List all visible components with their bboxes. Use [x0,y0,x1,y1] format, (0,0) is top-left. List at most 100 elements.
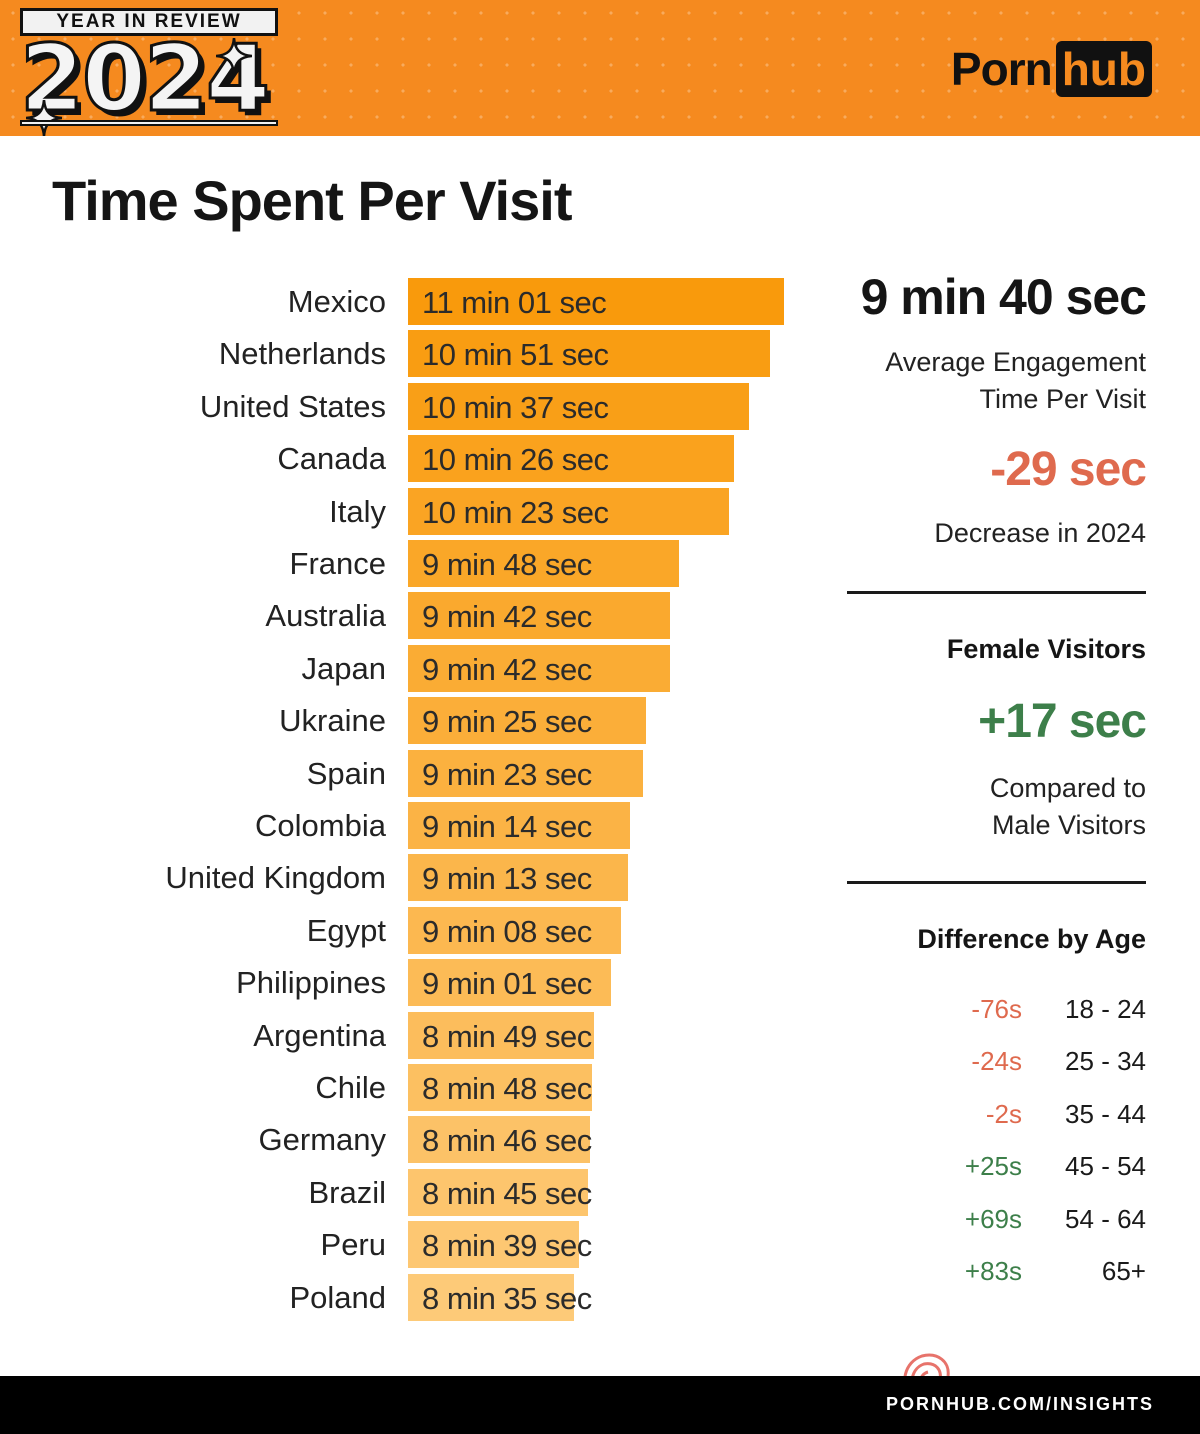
age-difference-value: +69s [964,1203,1022,1234]
country-label: Colombia [255,808,386,843]
bar-value-label: 8 min 35 sec [422,1280,592,1316]
bar-value-label: 11 min 01 sec [422,285,607,320]
bar: 10 min 23 sec [408,487,730,535]
age-difference-value: -2s [985,1098,1022,1129]
brand-logo[interactable]: Porn hub [951,40,1152,98]
sparkle-icon [26,100,62,136]
summary-panel: 9 min 40 sec Average Engagement Time Per… [820,0,1147,1360]
age-row: +69s 54 - 64 [820,1199,1146,1239]
country-label: Chile [315,1070,386,1105]
country-label: Canada [277,441,386,477]
bar-row: Colombia 9 min 14 sec [0,802,800,849]
bar-value-label: 9 min 42 sec [422,599,592,635]
bar-row: Germany 8 min 46 sec [0,1116,800,1164]
female-caption-line: Male Visitors [991,810,1146,840]
bar-value-label: 8 min 46 sec [422,1123,592,1159]
bar: 10 min 26 sec [408,435,734,483]
bar-row: Poland 8 min 35 sec [0,1273,800,1321]
bar-row: Japan 9 min 42 sec [0,644,800,692]
average-time-caption: Average Engagement Time Per Visit [820,344,1146,418]
bar-value-label: 9 min 42 sec [422,651,592,687]
bar: 9 min 25 sec [408,697,646,745]
bar-row: Spain 9 min 23 sec [0,749,800,797]
age-row: -24s 25 - 34 [820,1041,1146,1081]
bar-value-label: 9 min 01 sec [422,966,592,1002]
country-label: Mexico [287,284,386,319]
bar-value-label: 8 min 39 sec [422,1228,592,1264]
country-label: Germany [258,1122,386,1158]
country-label: Peru [320,1227,386,1263]
bar-value-label: 9 min 14 sec [422,809,592,844]
country-label: United Kingdom [165,860,386,896]
bar-value-label: 9 min 25 sec [422,704,592,740]
bar: 9 min 14 sec [408,802,630,849]
bar-row: Brazil 8 min 45 sec [0,1168,800,1216]
footer-url-link[interactable]: PORNHUB.COM/INSIGHTS [885,1394,1154,1414]
bar-row: France 9 min 48 sec [0,540,800,587]
age-range-label: 35 - 44 [1065,1098,1146,1129]
age-range-label: 65+ [1101,1256,1146,1286]
age-range-label: 18 - 24 [1065,994,1146,1024]
country-label: Poland [289,1279,386,1315]
bar: 8 min 35 sec [408,1273,592,1321]
brand-logo-part1: Porn [950,43,1053,95]
bar: 10 min 51 sec [408,330,770,378]
bar: 8 min 46 sec [408,1116,592,1164]
bar-row: Netherlands 10 min 51 sec [0,330,800,378]
sparkle-icon [216,38,252,74]
bar-row: Chile 8 min 48 sec [0,1064,800,1111]
bar-value-label: 10 min 37 sec [422,389,609,425]
bar: 9 min 42 sec [408,592,671,640]
bar: 8 min 49 sec [408,1011,594,1059]
bar: 9 min 23 sec [408,749,643,797]
page-title: Time Spent Per Visit [52,169,572,232]
bar-row: Australia 9 min 42 sec [0,592,800,640]
bar: 8 min 45 sec [408,1168,592,1216]
age-difference-value: +83s [964,1256,1022,1286]
bar-value-label: 8 min 49 sec [422,1018,592,1054]
country-label: Spain [306,755,386,791]
footer-bar: PORNHUB.COM/INSIGHTS [0,1376,1200,1434]
country-label: Japan [301,650,386,686]
bar-row: Ukraine 9 min 25 sec [0,697,800,745]
bar-value-label: 9 min 23 sec [422,756,592,792]
age-row: +83s 65+ [820,1251,1146,1291]
bar-row: Canada 10 min 26 sec [0,435,800,483]
bar-value-label: 8 min 48 sec [422,1071,592,1106]
average-caption-line: Time Per Visit [979,384,1146,414]
header-banner: YEAR IN REVIEW 2024 Porn hub [0,0,1200,136]
age-range-label: 45 - 54 [1065,1151,1146,1182]
year-in-review-year: 2024 [19,25,272,132]
bar-row: Egypt 9 min 08 sec [0,906,800,954]
bar-row: United States 10 min 37 sec [0,382,800,430]
age-row: -76s 18 - 24 [820,989,1146,1029]
age-difference-value: -24s [971,1046,1022,1077]
bar-row: Mexico 11 min 01 sec [0,278,800,325]
age-range-label: 25 - 34 [1065,1046,1146,1077]
female-caption-line: Compared to [989,773,1146,803]
age-row: -2s 35 - 44 [820,1094,1146,1134]
average-time-value: 9 min 40 sec [860,269,1147,325]
country-label: Argentina [253,1017,386,1053]
brand-logo-part2: hub [1055,41,1152,97]
bar: 9 min 08 sec [408,906,622,954]
bar: 11 min 01 sec [408,278,784,325]
age-row: +25s 45 - 54 [820,1146,1146,1186]
country-label: Brazil [308,1174,386,1210]
country-label: Netherlands [218,336,386,372]
age-difference-title: Difference by Age [917,924,1146,954]
country-label: Egypt [306,912,386,948]
yearly-change-value: -29 sec [990,443,1147,496]
bar-row: Argentina 8 min 49 sec [0,1011,800,1059]
bar: 8 min 48 sec [408,1064,593,1111]
yearly-change-caption: Decrease in 2024 [934,518,1146,548]
divider [847,591,1146,594]
bar: 8 min 39 sec [408,1221,592,1269]
bar: 9 min 42 sec [408,644,671,692]
bar: 9 min 13 sec [408,854,629,902]
year-in-review-label: YEAR IN REVIEW [20,8,278,36]
bar-value-label: 9 min 48 sec [422,547,592,582]
bar-value-label: 10 min 23 sec [422,494,609,530]
bar-value-label: 9 min 08 sec [422,913,592,949]
bar-value-label: 8 min 45 sec [422,1175,592,1211]
